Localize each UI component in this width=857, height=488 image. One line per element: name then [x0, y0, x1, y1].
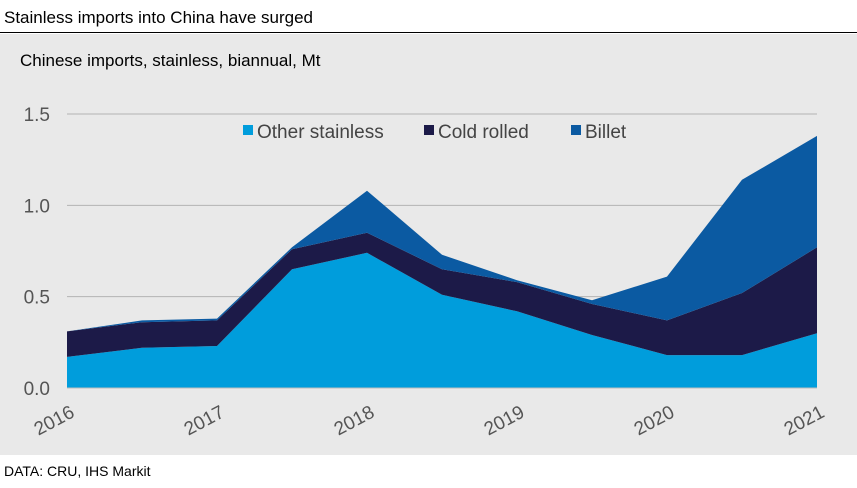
x-tick-label: 2019 [481, 402, 528, 440]
chart-subtitle: Chinese imports, stainless, biannual, Mt [20, 51, 321, 70]
source-note: DATA: CRU, IHS Markit [4, 463, 151, 479]
legend-swatch [424, 125, 434, 135]
title-divider [0, 32, 857, 33]
legend-swatch [571, 125, 581, 135]
y-tick-label: 0.0 [24, 379, 50, 400]
area-cold-rolled [67, 232, 817, 357]
area-other-stainless [67, 252, 817, 388]
x-tick-label: 2018 [331, 402, 378, 440]
y-tick-label: 0.5 [24, 288, 50, 309]
x-tick-label: 2016 [31, 402, 78, 440]
x-tick-label: 2020 [631, 402, 678, 440]
x-tick-label: 2021 [781, 402, 828, 440]
y-tick-label: 1.5 [24, 105, 50, 126]
legend-label: Billet [585, 122, 627, 143]
x-tick-label: 2017 [181, 402, 228, 440]
legend-label: Other stainless [257, 122, 384, 143]
area-series [67, 135, 817, 388]
legend-label: Cold rolled [438, 122, 529, 143]
legend-swatch [243, 125, 253, 135]
y-tick-label: 1.0 [24, 196, 50, 217]
legend: Other stainless Cold rolled Billet [243, 122, 627, 143]
page-title: Stainless imports into China have surged [4, 8, 313, 27]
